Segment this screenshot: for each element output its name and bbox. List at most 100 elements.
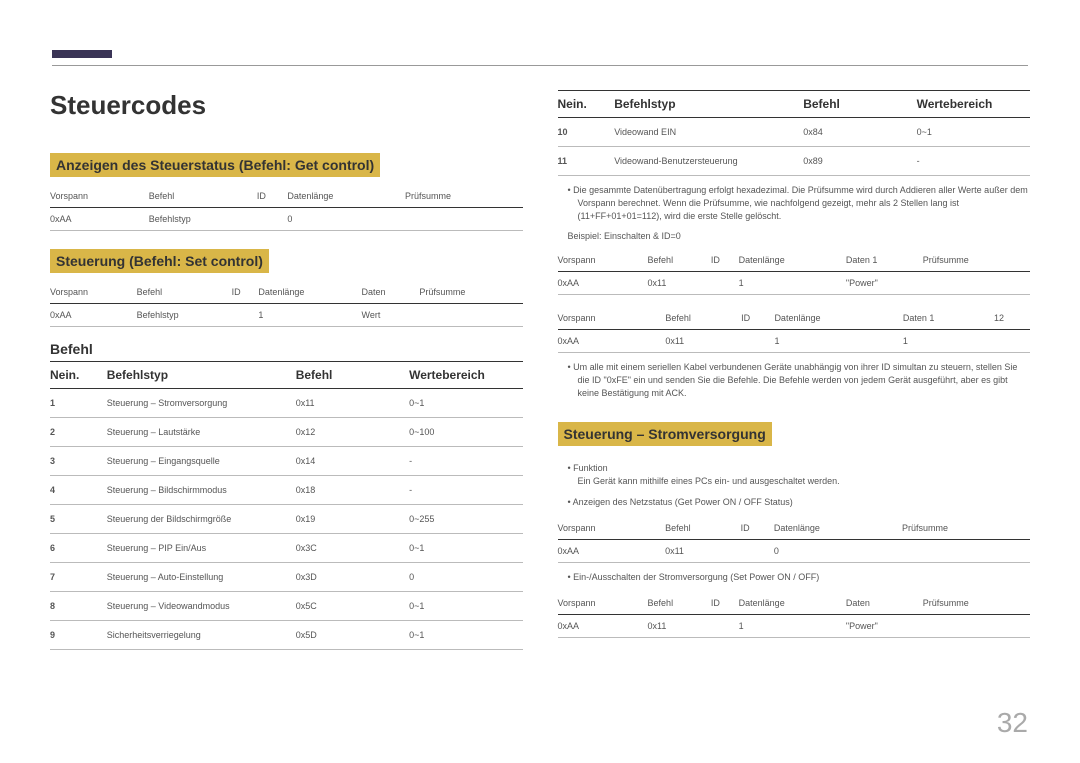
- td: Befehlstyp: [149, 208, 257, 231]
- td: 0~100: [409, 418, 522, 447]
- func-label: Funktion: [573, 463, 608, 473]
- th: Datenlänge: [739, 249, 846, 272]
- td: 0xAA: [558, 540, 666, 563]
- td: Videowand EIN: [614, 118, 803, 147]
- td: 1: [50, 389, 107, 418]
- td: 0x5D: [296, 621, 409, 650]
- td: 0x84: [803, 118, 916, 147]
- heading-power-control: Steuerung – Stromversorgung: [558, 422, 772, 446]
- td: 4: [50, 476, 107, 505]
- td: [994, 330, 1030, 353]
- td: Steuerung – Auto-Einstellung: [107, 563, 296, 592]
- th: Prüfsumme: [419, 281, 522, 304]
- th: ID: [741, 517, 774, 540]
- th: Nein.: [558, 91, 615, 118]
- th: Wertebereich: [917, 91, 1030, 118]
- td: [923, 272, 1030, 295]
- td: Steuerung – Bildschirmmodus: [107, 476, 296, 505]
- th: Datenlänge: [774, 307, 902, 330]
- td: Steuerung – Stromversorgung: [107, 389, 296, 418]
- td: 0x12: [296, 418, 409, 447]
- td: 11: [558, 147, 615, 176]
- td: "Power": [846, 272, 923, 295]
- td: 0xAA: [558, 330, 666, 353]
- bullet-hex-note: Die gesammte Datenübertragung erfolgt he…: [558, 184, 1031, 223]
- td: 0x11: [648, 615, 711, 638]
- td: 0~1: [409, 621, 522, 650]
- th: Vorspann: [558, 592, 648, 615]
- th: Prüfsumme: [902, 517, 1030, 540]
- th: ID: [711, 592, 739, 615]
- td: -: [409, 447, 522, 476]
- td: [923, 615, 1030, 638]
- td: 1: [739, 615, 846, 638]
- td: 1: [774, 330, 902, 353]
- td: 1: [903, 330, 994, 353]
- td: 0x11: [296, 389, 409, 418]
- td: Steuerung der Bildschirmgröße: [107, 505, 296, 534]
- td: 0x19: [296, 505, 409, 534]
- table-row: 9Sicherheitsverriegelung0x5D0~1: [50, 621, 523, 650]
- example-label: Beispiel: Einschalten & ID=0: [568, 231, 1031, 241]
- td: 0x11: [665, 330, 741, 353]
- th: Befehl: [803, 91, 916, 118]
- td: 9: [50, 621, 107, 650]
- td: 0xAA: [50, 208, 149, 231]
- td: Sicherheitsverriegelung: [107, 621, 296, 650]
- right-column: Nein. Befehlstyp Befehl Wertebereich 10V…: [558, 90, 1031, 654]
- td: 0x18: [296, 476, 409, 505]
- table-set-control: Vorspann Befehl ID Datenlänge Daten Prüf…: [50, 281, 523, 327]
- td: 0: [774, 540, 902, 563]
- left-column: Steuercodes Anzeigen des Steuerstatus (B…: [50, 90, 523, 654]
- func-desc: Ein Gerät kann mithilfe eines PCs ein- u…: [578, 476, 840, 486]
- th: ID: [741, 307, 774, 330]
- td: [711, 272, 739, 295]
- th: Vorspann: [50, 281, 137, 304]
- td: 10: [558, 118, 615, 147]
- td: 0x3C: [296, 534, 409, 563]
- th: Vorspann: [558, 249, 648, 272]
- td: 0xAA: [558, 615, 648, 638]
- table-row: 7Steuerung – Auto-Einstellung0x3D0: [50, 563, 523, 592]
- accent-bar: [52, 50, 112, 58]
- td: [419, 304, 522, 327]
- td: 0~255: [409, 505, 522, 534]
- th: Befehlstyp: [614, 91, 803, 118]
- th: Vorspann: [558, 517, 666, 540]
- td: Wert: [362, 304, 420, 327]
- td: -: [917, 147, 1030, 176]
- th: Befehl: [665, 307, 741, 330]
- table-row: 8Steuerung – Videowandmodus0x5C0~1: [50, 592, 523, 621]
- td: -: [409, 476, 522, 505]
- td: [257, 208, 288, 231]
- th: Datenlänge: [739, 592, 846, 615]
- table-row: 1Steuerung – Stromversorgung0x110~1: [50, 389, 523, 418]
- td: 5: [50, 505, 107, 534]
- page-title: Steuercodes: [50, 90, 523, 121]
- table-row: 4Steuerung – Bildschirmmodus0x18-: [50, 476, 523, 505]
- table-set-power: Vorspann Befehl ID Datenlänge Daten Prüf…: [558, 592, 1031, 638]
- td: 0~1: [409, 592, 522, 621]
- th: Daten 1: [846, 249, 923, 272]
- page-rule: [52, 65, 1028, 66]
- th: Datenlänge: [258, 281, 361, 304]
- th: ID: [232, 281, 259, 304]
- td: 0x11: [648, 272, 711, 295]
- th: Datenlänge: [774, 517, 902, 540]
- td: 6: [50, 534, 107, 563]
- table-row: 2Steuerung – Lautstärke0x120~100: [50, 418, 523, 447]
- th: Befehl: [648, 249, 711, 272]
- table-row: 3Steuerung – Eingangsquelle0x14-: [50, 447, 523, 476]
- th: 12: [994, 307, 1030, 330]
- th: Vorspann: [50, 185, 149, 208]
- td: [711, 615, 739, 638]
- td: [741, 540, 774, 563]
- td: 2: [50, 418, 107, 447]
- td: 0x5C: [296, 592, 409, 621]
- td: 0~1: [409, 534, 522, 563]
- td: 0~1: [917, 118, 1030, 147]
- table-example-1: Vorspann Befehl ID Datenlänge Daten 1 Pr…: [558, 249, 1031, 295]
- td: 3: [50, 447, 107, 476]
- td: Steuerung – Lautstärke: [107, 418, 296, 447]
- th: Befehl: [648, 592, 711, 615]
